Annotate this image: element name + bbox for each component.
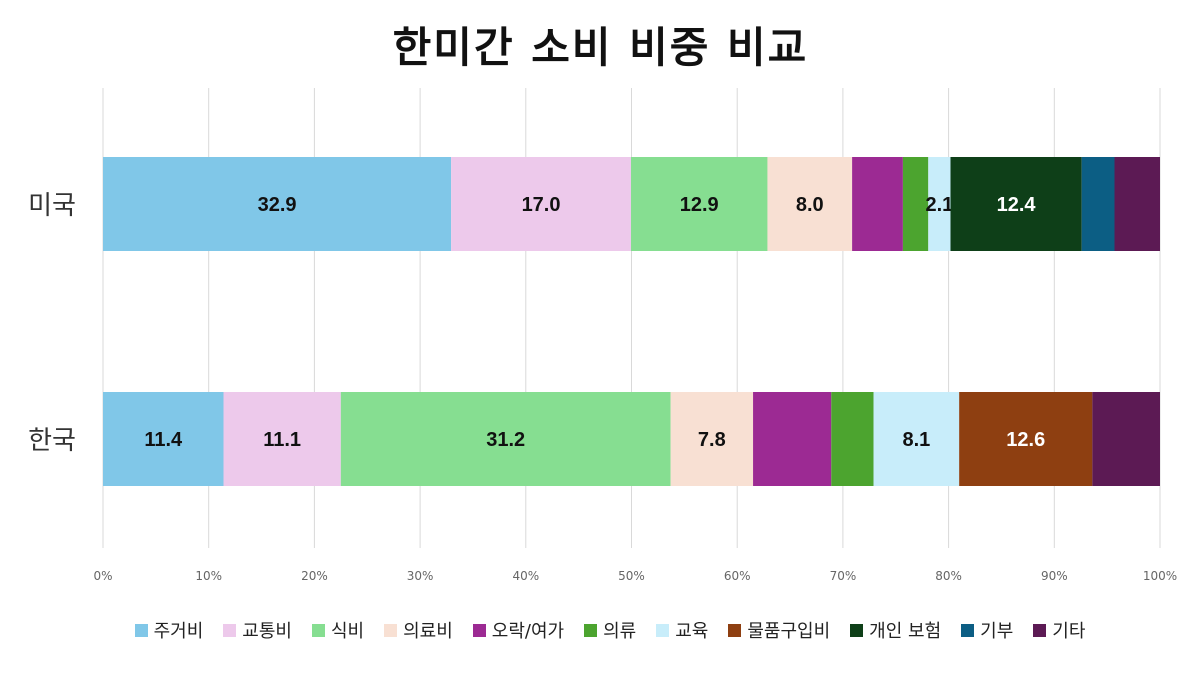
- legend-label: 교육: [675, 621, 709, 642]
- bar-segment: [630, 157, 768, 251]
- bar-segment: [103, 157, 452, 251]
- x-tick-label: 60%: [724, 569, 751, 583]
- legend-swatch: [384, 623, 398, 637]
- legend-swatch: [584, 623, 598, 637]
- x-tick-label: 100%: [1143, 569, 1177, 583]
- bar-segment: [873, 392, 960, 486]
- data-label: 7.8: [698, 429, 726, 451]
- legend-swatch: [850, 623, 864, 637]
- legend-item: 교육: [656, 617, 708, 643]
- legend-swatch: [472, 623, 486, 637]
- x-tick-label: 40%: [512, 569, 539, 583]
- data-label: 31.2: [486, 429, 525, 451]
- x-tick-label: 80%: [935, 569, 962, 583]
- x-tick-label: 90%: [1041, 569, 1068, 583]
- legend-item: 기타: [1033, 617, 1085, 643]
- legend-item: 개인 보험: [850, 617, 941, 643]
- bar-segment: [950, 157, 1082, 251]
- legend-label: 주거비: [153, 621, 204, 642]
- legend-swatch: [311, 623, 325, 637]
- bar-segment: [1092, 392, 1160, 486]
- bar-segment: [340, 392, 671, 486]
- legend: 주거비 교통비 식비 의료비 오락/여가 의류 교육 물품구입비 개인 보험 기부 기타: [40, 617, 1180, 643]
- legend-swatch: [134, 623, 148, 637]
- bar-segment: [103, 392, 224, 486]
- x-tick-label: 10%: [195, 569, 222, 583]
- legend-item: 의료비: [384, 617, 453, 643]
- data-label: 12.6: [1006, 429, 1045, 451]
- data-label: 17.0: [522, 194, 561, 216]
- legend-item: 식비: [311, 617, 365, 643]
- x-tick-label: 50%: [618, 569, 645, 583]
- category-label: 한국: [28, 426, 76, 456]
- bar-segment: [902, 157, 929, 251]
- x-tick-label: 0%: [93, 569, 112, 583]
- legend-item: 물품구입비: [728, 617, 830, 643]
- bar-segment: [831, 392, 874, 486]
- legend-label: 개인 보험: [869, 621, 942, 642]
- bar-segment: [753, 392, 832, 486]
- legend-swatch: [656, 623, 670, 637]
- data-label: 32.9: [258, 194, 297, 216]
- bar-segment: [852, 157, 903, 251]
- legend-label: 의료비: [403, 621, 453, 642]
- legend-label: 오락/여가: [491, 621, 565, 642]
- bar-segment: [451, 157, 631, 251]
- legend-swatch: [223, 623, 237, 637]
- bar-segment: [1114, 157, 1160, 251]
- legend-item: 기부: [961, 617, 1013, 643]
- x-tick-label: 30%: [407, 569, 434, 583]
- legend-swatch: [961, 623, 975, 637]
- legend-swatch: [1033, 623, 1047, 637]
- data-label: 12.9: [680, 194, 719, 216]
- legend-label: 의류: [603, 621, 637, 642]
- bar-segment: [1081, 157, 1115, 251]
- data-label: 12.4: [997, 194, 1037, 216]
- bar-segment: [670, 392, 754, 486]
- data-label: 2.1: [925, 194, 953, 216]
- legend-item: 의류: [584, 617, 636, 643]
- legend-label: 식비: [330, 621, 365, 642]
- data-label: 8.0: [796, 194, 824, 216]
- bar-segment: [928, 157, 951, 251]
- data-label: 8.1: [902, 429, 930, 451]
- bar-segment: [959, 392, 1093, 486]
- x-tick-label: 70%: [830, 569, 857, 583]
- x-tick-label: 20%: [301, 569, 328, 583]
- legend-label: 물품구입비: [747, 621, 831, 642]
- legend-item: 오락/여가: [472, 617, 565, 643]
- legend-label: 교통비: [242, 621, 292, 642]
- bar-segment: [767, 157, 853, 251]
- category-label: 미국: [28, 191, 76, 221]
- bar-segment: [223, 392, 341, 486]
- legend-item: 교통비: [223, 617, 292, 643]
- data-label: 11.4: [144, 429, 183, 451]
- chart-title: 한미간 소비 비중 비교: [392, 23, 809, 72]
- legend-swatch: [728, 623, 742, 637]
- legend-label: 기타: [1052, 621, 1086, 642]
- legend-item: 주거비: [134, 617, 204, 643]
- legend-label: 기부: [980, 621, 1014, 642]
- data-label: 11.1: [263, 429, 301, 451]
